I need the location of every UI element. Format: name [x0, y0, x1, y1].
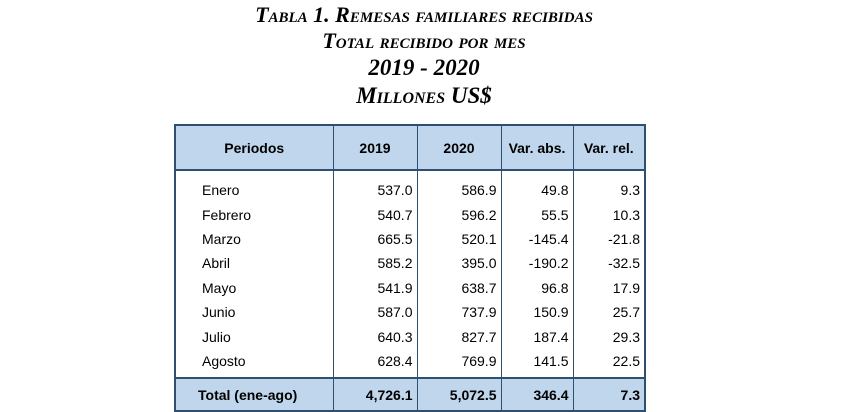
var-abs-cell: 141.5: [500, 348, 573, 379]
table-row: Agosto 628.4 769.9 141.5 22.5: [174, 348, 646, 379]
spacer-cell: [332, 170, 417, 178]
remittances-table: Periodos 2019 2020 Var. abs. Var. rel. E…: [174, 124, 646, 412]
var-abs-cell: -145.4: [500, 226, 573, 252]
var-rel-cell: 9.3: [572, 178, 646, 203]
total-row: Total (ene-ago) 4,726.1 5,072.5 346.4 7.…: [174, 377, 646, 412]
var-abs-cell: 55.5: [500, 202, 573, 227]
var-rel-cell: 25.7: [572, 299, 646, 325]
value-2019-cell: 537.0: [332, 178, 417, 203]
value-2019-cell: 628.4: [332, 348, 417, 379]
period-cell: Mayo: [174, 275, 333, 300]
header-periodos: Periodos: [174, 124, 334, 171]
value-2019-cell: 640.3: [332, 324, 417, 349]
total-2020-cell: 5,072.5: [416, 377, 501, 412]
table-row: Abril 585.2 395.0 -190.2 -32.5: [174, 251, 646, 276]
header-spacer: [174, 170, 646, 178]
var-rel-cell: 10.3: [572, 202, 646, 227]
total-2019-cell: 4,726.1: [332, 377, 417, 412]
var-rel-cell: 17.9: [572, 275, 646, 300]
period-cell: Julio: [174, 324, 333, 349]
total-label-cell: Total (ene-ago): [174, 377, 333, 412]
spacer-cell: [174, 170, 333, 178]
value-2020-cell: 769.9: [416, 348, 501, 379]
table-row: Marzo 665.5 520.1 -145.4 -21.8: [174, 226, 646, 252]
header-2019: 2019: [332, 124, 418, 171]
table-header-row: Periodos 2019 2020 Var. abs. Var. rel.: [174, 124, 646, 171]
total-var-abs-cell: 346.4: [500, 377, 573, 412]
table-subtitle: Total recibido por mes: [322, 28, 526, 53]
var-abs-cell: 150.9: [500, 299, 573, 325]
value-2020-cell: 596.2: [416, 202, 501, 227]
table-units: Millones US$: [356, 83, 492, 108]
var-rel-cell: 29.3: [572, 324, 646, 349]
value-2019-cell: 585.2: [332, 251, 417, 276]
table-row: Enero 537.0 586.9 49.8 9.3: [174, 178, 646, 203]
table-row: Febrero 540.7 596.2 55.5 10.3: [174, 202, 646, 227]
table-row: Junio 587.0 737.9 150.9 25.7: [174, 299, 646, 325]
value-2020-cell: 638.7: [416, 275, 501, 300]
table-row: Mayo 541.9 638.7 96.8 17.9: [174, 275, 646, 300]
var-rel-cell: 22.5: [572, 348, 646, 379]
total-var-rel-cell: 7.3: [572, 377, 646, 412]
period-cell: Marzo: [174, 226, 333, 252]
value-2020-cell: 520.1: [416, 226, 501, 252]
period-cell: Enero: [174, 178, 333, 203]
value-2019-cell: 587.0: [332, 299, 417, 325]
period-cell: Agosto: [174, 348, 333, 379]
var-abs-cell: 49.8: [500, 178, 573, 203]
document-title-block: Tabla 1. Remesas familiares recibidas To…: [0, 2, 848, 110]
header-var-rel: Var. rel.: [572, 124, 646, 171]
period-cell: Febrero: [174, 202, 333, 227]
table-row: Julio 640.3 827.7 187.4 29.3: [174, 324, 646, 349]
value-2019-cell: 541.9: [332, 275, 417, 300]
value-2019-cell: 665.5: [332, 226, 417, 252]
spacer-cell: [572, 170, 646, 178]
header-2020: 2020: [416, 124, 502, 171]
value-2020-cell: 737.9: [416, 299, 501, 325]
value-2020-cell: 395.0: [416, 251, 501, 276]
var-abs-cell: 96.8: [500, 275, 573, 300]
table-period: 2019 - 2020: [368, 55, 480, 80]
spacer-cell: [416, 170, 501, 178]
var-abs-cell: -190.2: [500, 251, 573, 276]
spacer-cell: [500, 170, 573, 178]
table-title: Tabla 1. Remesas familiares recibidas: [255, 2, 593, 27]
value-2020-cell: 586.9: [416, 178, 501, 203]
period-cell: Junio: [174, 299, 333, 325]
value-2019-cell: 540.7: [332, 202, 417, 227]
period-cell: Abril: [174, 251, 333, 276]
header-var-abs: Var. abs.: [500, 124, 574, 171]
var-rel-cell: -32.5: [572, 251, 646, 276]
var-rel-cell: -21.8: [572, 226, 646, 252]
var-abs-cell: 187.4: [500, 324, 573, 349]
value-2020-cell: 827.7: [416, 324, 501, 349]
